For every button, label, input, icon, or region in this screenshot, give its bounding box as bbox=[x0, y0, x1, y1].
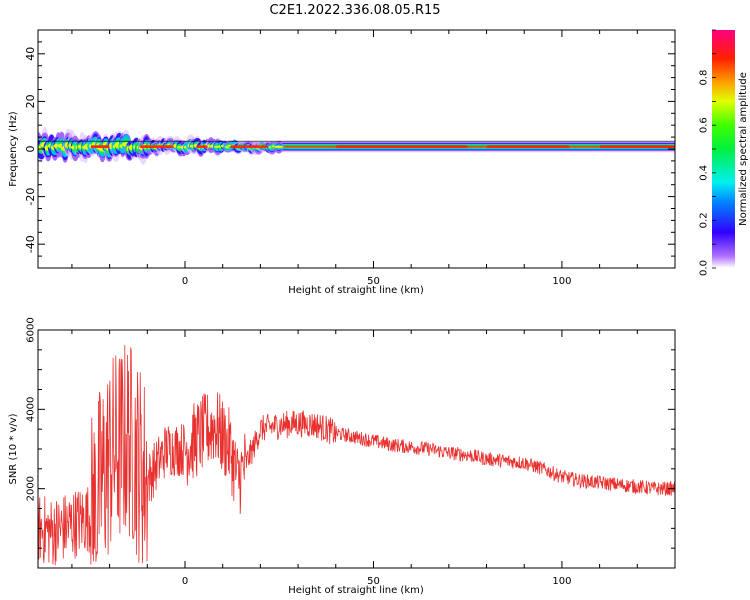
snr-x-ticks: 0 50 100 bbox=[71, 330, 676, 587]
snr-panel: 0 50 100 2000 4000 6000 Height of straight l… bbox=[8, 317, 676, 596]
colorbar-tick-label: 0.0 bbox=[699, 260, 710, 276]
spectrogram-hot-streak bbox=[486, 145, 570, 149]
snr-y-ticks: 2000 4000 6000 bbox=[26, 317, 675, 569]
colorbar-ticks: 0.0 0.2 0.4 0.6 0.8 bbox=[699, 29, 716, 276]
spectrogram-hot-streak bbox=[599, 145, 675, 149]
colorbar-tick-label: 0.8 bbox=[699, 70, 710, 86]
spectrogram-y-ticks: -40 -20 0 20 40 bbox=[24, 29, 675, 269]
spectrogram-y-tick-label: -40 bbox=[24, 235, 37, 253]
snr-y-tick-label: 4000 bbox=[26, 397, 37, 422]
spectrogram-x-ticks: 0 50 100 bbox=[71, 30, 676, 287]
colorbar-gradient bbox=[712, 30, 735, 268]
colorbar-tick-label: 0.2 bbox=[699, 212, 710, 228]
spectrogram-x-tick-label: 100 bbox=[552, 276, 571, 287]
colorbar: 0.0 0.2 0.4 0.6 0.8 Normalized spectral ampl… bbox=[699, 29, 749, 276]
colorbar-tick-label: 0.4 bbox=[699, 165, 710, 181]
spectrogram-y-tick-label: 0 bbox=[24, 146, 37, 153]
spectrogram-marks bbox=[38, 127, 675, 165]
spectrogram-cell bbox=[273, 145, 284, 148]
spectrogram-x-tick-label: 0 bbox=[182, 276, 188, 287]
snr-y-axis-label: SNR (10 * v/v) bbox=[8, 413, 19, 484]
snr-x-tick-label: 50 bbox=[367, 576, 380, 587]
spectrogram-hot-streak bbox=[335, 145, 468, 149]
spectrogram-hot-streak bbox=[230, 145, 268, 149]
snr-x-tick-label: 100 bbox=[552, 576, 571, 587]
spectrogram-y-tick-label: 40 bbox=[24, 47, 37, 61]
spectrogram-hot-streak bbox=[139, 145, 174, 149]
spectrogram-y-tick-label: 20 bbox=[24, 94, 37, 108]
snr-y-tick-label: 6000 bbox=[26, 317, 37, 342]
spectrogram-panel: 0 50 100 -40 -20 0 20 40 Height of straight li… bbox=[8, 29, 676, 296]
spectrogram-y-tick-label: -20 bbox=[24, 188, 37, 206]
snr-y-tick-label: 2000 bbox=[26, 476, 37, 501]
spectrogram-hot-streak bbox=[196, 145, 208, 149]
snr-plot-area bbox=[38, 330, 675, 568]
figure-title: C2E1.2022.336.08.05.R15 bbox=[269, 3, 440, 18]
snr-series-line bbox=[38, 345, 675, 566]
snr-x-axis-label: Height of straight line (km) bbox=[288, 585, 424, 596]
spectrogram-y-axis-label: Frequency (Hz) bbox=[8, 111, 19, 187]
colorbar-label: Normalized spectral amplitude bbox=[738, 72, 749, 226]
spectrogram-x-tick-label: 50 bbox=[367, 276, 380, 287]
spectrogram-x-axis-label: Height of straight line (km) bbox=[288, 285, 424, 296]
colorbar-tick-label: 0.6 bbox=[699, 117, 710, 133]
spectrogram-hot-streak bbox=[90, 145, 110, 149]
snr-x-tick-label: 0 bbox=[182, 576, 188, 587]
